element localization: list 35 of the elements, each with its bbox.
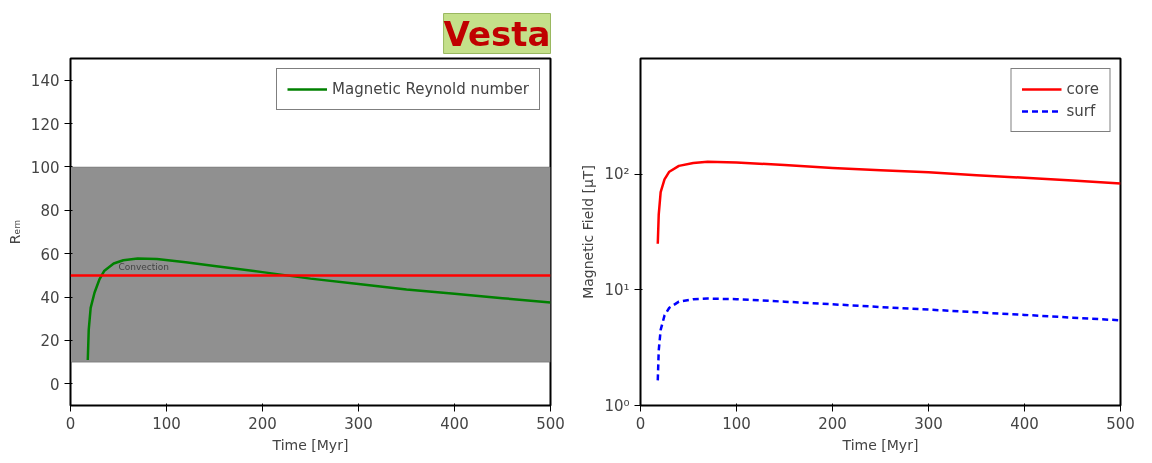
x-tick-label: 0 [635,414,646,433]
y-tick-label: 140 [30,72,60,91]
y-tick-label: 40 [40,289,60,308]
y-tick-label: 20 [40,332,60,351]
y-axis-title: Rₑₘ [6,219,23,245]
x-tick-label: 300 [344,414,373,433]
y-tick-label: 100 [30,158,60,177]
legend-label: surf [1066,102,1096,120]
y-tick-label: 10² [604,165,630,184]
ref-line-label: Convection [118,262,170,273]
line-series [86,257,551,362]
x-tick-label: 500 [1106,414,1135,433]
x-tick-label: 100 [152,414,181,433]
x-tick-label: 200 [248,414,277,433]
y-tick-label: 0 [49,375,60,394]
x-tick-label: 0 [65,414,76,433]
y-tick-label: 10⁰ [604,396,630,415]
x-tick-label: 300 [914,414,943,433]
x-tick-label: 200 [818,414,847,433]
y-tick-label: 80 [40,202,60,221]
legend-label: Magnetic Reynold number [332,80,529,98]
line-series [656,297,1121,382]
chart-title: Vesta [443,13,551,54]
legend-label: core [1066,80,1099,98]
x-axis-title: Time [Myr] [841,436,919,453]
y-tick-label: 60 [40,245,60,264]
x-tick-label: 100 [722,414,751,433]
x-tick-label: 500 [536,414,565,433]
y-tick-label: 10¹ [604,280,630,299]
line-series [656,160,1121,246]
x-tick-label: 400 [440,414,469,433]
y-tick-label: 120 [30,115,60,134]
y-axis-title: Magnetic Field [μT] [580,165,597,299]
x-axis-title: Time [Myr] [271,436,349,453]
x-tick-label: 400 [1010,414,1039,433]
